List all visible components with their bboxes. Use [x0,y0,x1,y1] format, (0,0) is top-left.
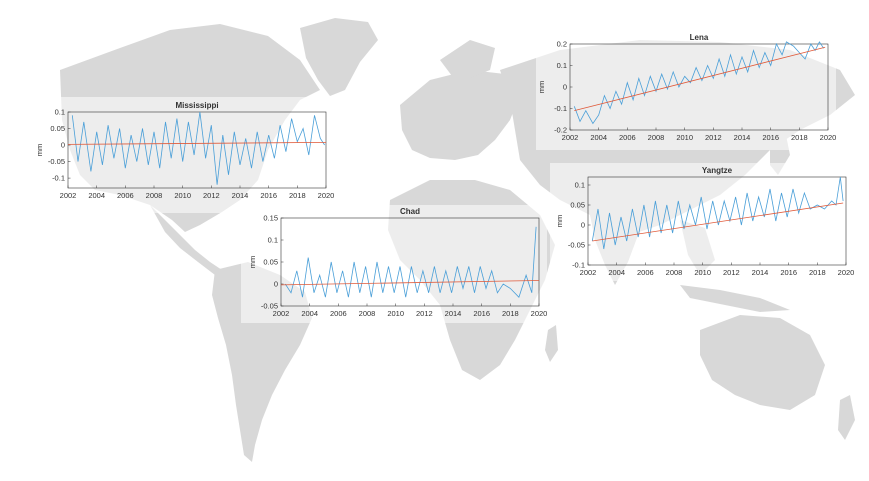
mississippi-ytick-label: 0.05 [50,124,65,133]
panel-mississippi: Mississippi 2002 2004 2006 2008 2010 2012 2014 2… [34,97,336,213]
yangtze-trend-line [592,202,844,242]
mississippi-ytick-label: -0.1 [52,174,65,183]
chad-chart: Chad 2002 2004 2006 2008 2010 2012 2014 2016 2018… [248,207,548,318]
chad-axes-box [280,217,540,307]
mississippi-xtick-label: 2004 [88,191,105,200]
mississippi-xtick-label: 2010 [174,191,191,200]
lena-xtick-label: 2010 [676,133,693,142]
chad-ytick-label: -0.05 [261,302,278,311]
yangtze-ytick-label: -0.05 [568,241,585,250]
lena-ytick-label: -0.1 [554,104,567,113]
yangtze-ylabel: mm [555,215,564,228]
lena-ytick-label: -0.2 [554,126,567,135]
yangtze-xtick-label: 2004 [608,268,625,277]
mississippi-ytick-label: 0 [61,141,65,150]
yangtze-series-line [591,176,844,250]
lena-axes-box [569,43,829,131]
chad-xtick-label: 2018 [502,309,519,318]
mississippi-trend-line [67,142,327,145]
lena-xtick-label: 2008 [648,133,665,142]
mississippi-xtick-label: 2002 [60,191,77,200]
mississippi-axes-box [67,111,327,189]
lena-ytick-label: 0 [563,83,567,92]
mississippi-xtick-label: 2008 [146,191,163,200]
yangtze-xtick-label: 2012 [723,268,740,277]
yangtze-title: Yangtze [702,166,733,175]
chad-ytick-label: 0 [274,280,278,289]
chad-ytick-label: 0.15 [263,214,278,223]
chad-ylabel: mm [248,256,257,269]
lena-xtick-label: 2012 [705,133,722,142]
lena-ylabel: mm [537,81,546,94]
chad-xtick-label: 2020 [531,309,548,318]
yangtze-ytick-label: 0.1 [575,181,585,190]
mississippi-xtick-label: 2006 [117,191,134,200]
chad-ytick-label: 0.1 [268,236,278,245]
panel-yangtze: Yangtze 2002 2004 2006 2008 2010 2012 2014 2016 2… [550,163,854,281]
lena-chart: Lena 2002 2004 2006 2008 2010 2012 2014 2016 2018… [537,33,837,142]
yangtze-chart: Yangtze 2002 2004 2006 2008 2010 2012 2014 2016 2… [555,166,855,277]
yangtze-xtick-label: 2002 [580,268,597,277]
chad-xtick-label: 2002 [273,309,290,318]
lena-xtick-label: 2004 [590,133,607,142]
mississippi-title: Mississippi [175,101,218,110]
chad-xtick-label: 2010 [387,309,404,318]
lena-xtick-label: 2018 [791,133,808,142]
chad-title: Chad [400,207,420,216]
chad-trend-line [280,280,540,286]
mississippi-xtick-label: 2018 [289,191,306,200]
chad-ytick-label: 0.05 [263,258,278,267]
mississippi-chart: Mississippi 2002 2004 2006 2008 2010 2012 2014 2… [35,101,335,200]
mississippi-ylabel: mm [35,144,44,157]
yangtze-ytick-label: -0.1 [572,261,585,270]
mississippi-series-line [71,111,325,185]
lena-ytick-label: 0.1 [557,61,567,70]
chad-xtick-label: 2012 [416,309,433,318]
yangtze-xtick-label: 2014 [752,268,769,277]
chad-xtick-label: 2006 [330,309,347,318]
lena-title: Lena [690,33,709,42]
yangtze-ytick-label: 0 [581,221,585,230]
panel-chad: Chad 2002 2004 2006 2008 2010 2012 2014 2016 2018… [241,205,547,323]
lena-xtick-label: 2006 [619,133,636,142]
mississippi-xtick-label: 2012 [203,191,220,200]
mississippi-xtick-label: 2016 [260,191,277,200]
mississippi-xtick-label: 2020 [318,191,335,200]
yangtze-axes-box [587,176,847,266]
yangtze-xtick-label: 2010 [694,268,711,277]
yangtze-xtick-label: 2018 [809,268,826,277]
chad-xtick-label: 2004 [301,309,318,318]
lena-xtick-label: 2002 [562,133,579,142]
yangtze-xtick-label: 2008 [666,268,683,277]
chad-xtick-label: 2014 [445,309,462,318]
mississippi-ytick-label: 0.1 [55,108,65,117]
panel-lena: Lena 2002 2004 2006 2008 2010 2012 2014 2016 2018… [536,30,836,150]
lena-xtick-label: 2016 [762,133,779,142]
yangtze-xtick-label: 2006 [637,268,654,277]
mississippi-ytick-label: -0.05 [48,157,65,166]
lena-xtick-label: 2020 [820,133,837,142]
chad-series-line [284,226,537,298]
chad-xtick-label: 2016 [473,309,490,318]
lena-xtick-label: 2014 [734,133,751,142]
lena-series-line [573,41,825,125]
yangtze-xtick-label: 2020 [838,268,855,277]
yangtze-xtick-label: 2016 [780,268,797,277]
lena-ytick-label: 0.2 [557,40,567,49]
lena-trend-line [574,46,826,112]
mississippi-xtick-label: 2014 [232,191,249,200]
yangtze-ytick-label: 0.05 [570,201,585,210]
chad-xtick-label: 2008 [359,309,376,318]
